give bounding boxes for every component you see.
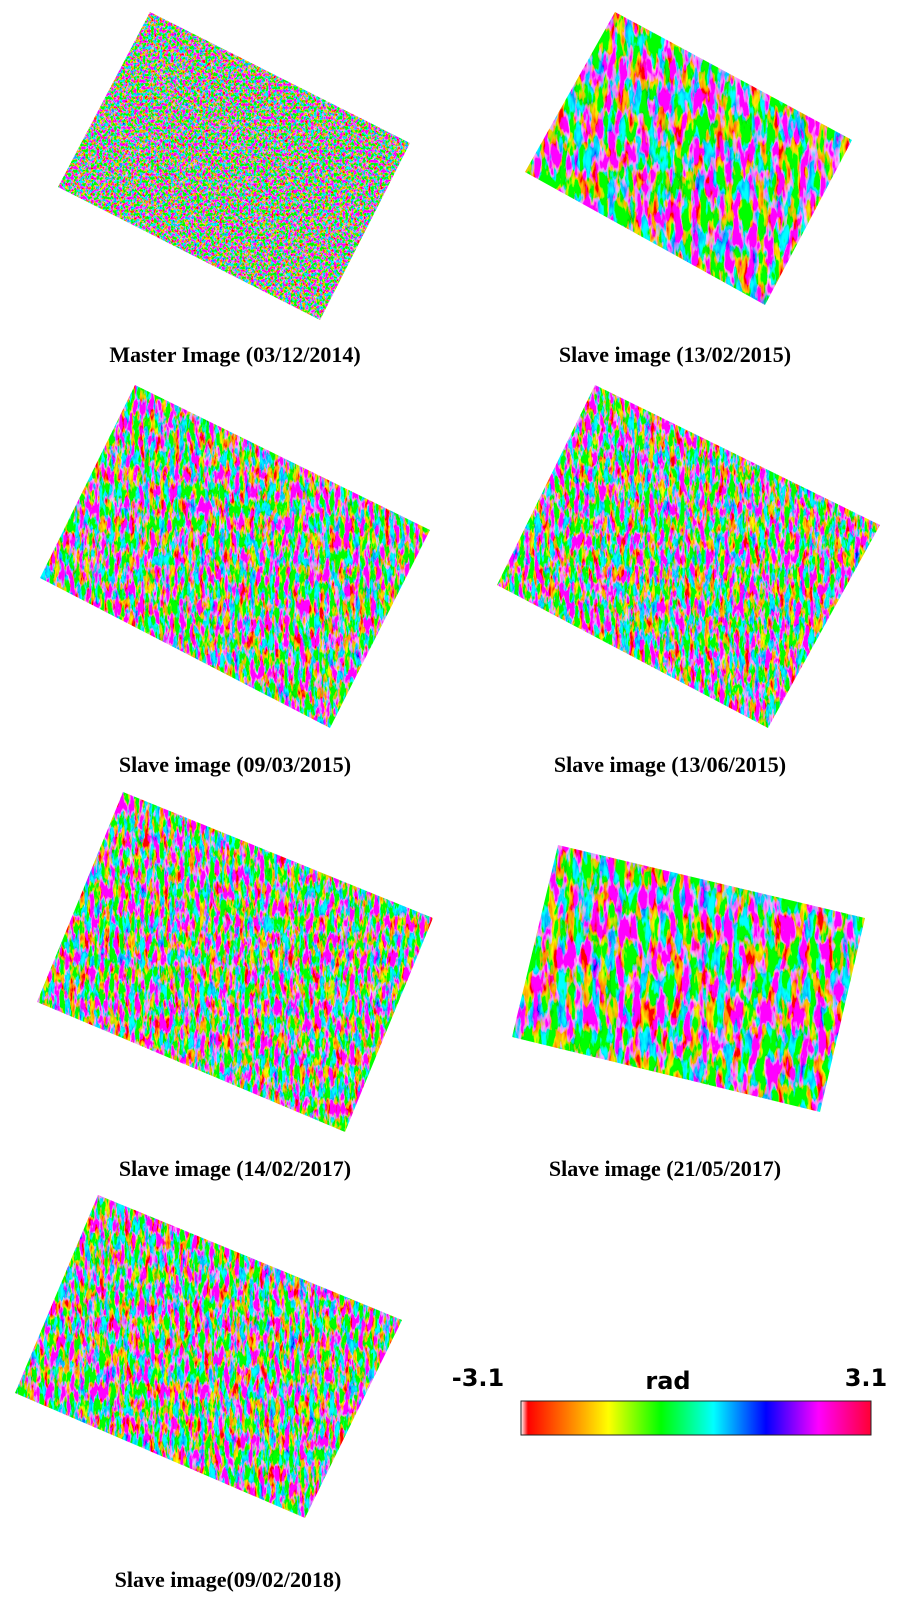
figure: Master Image (03/12/2014) Slave image (1… bbox=[0, 0, 924, 1621]
phase-image bbox=[525, 12, 852, 305]
colorbar-unit: rad bbox=[645, 1367, 690, 1395]
colorbar bbox=[521, 1401, 871, 1435]
caption: Slave image (14/02/2017) bbox=[119, 1156, 351, 1181]
phase-image bbox=[40, 385, 430, 728]
caption: Slave image(09/02/2018) bbox=[115, 1567, 342, 1592]
phase-image bbox=[497, 385, 880, 728]
caption: Slave image (13/06/2015) bbox=[554, 752, 786, 777]
phase-image bbox=[15, 1195, 402, 1518]
phase-image bbox=[58, 12, 410, 320]
caption: Slave image (09/03/2015) bbox=[119, 752, 351, 777]
caption: Slave image (21/05/2017) bbox=[549, 1156, 781, 1181]
phase-image bbox=[37, 792, 433, 1132]
phase-image bbox=[512, 845, 865, 1112]
caption: Master Image (03/12/2014) bbox=[109, 342, 360, 367]
colorbar-max: 3.1 bbox=[845, 1364, 888, 1392]
caption: Slave image (13/02/2015) bbox=[559, 342, 791, 367]
colorbar-min: -3.1 bbox=[452, 1364, 504, 1392]
